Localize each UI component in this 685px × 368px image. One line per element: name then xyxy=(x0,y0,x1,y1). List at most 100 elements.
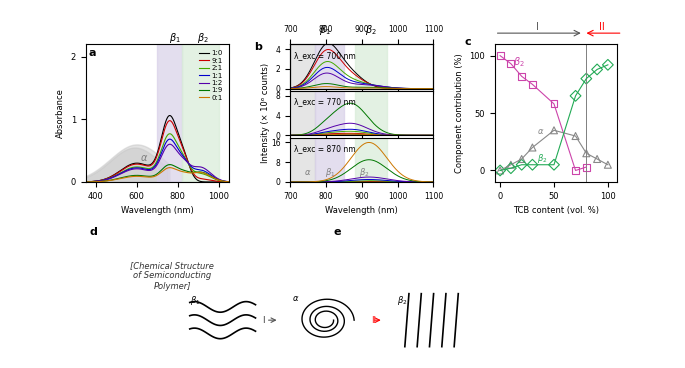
1:9 xyxy=(166,162,175,167)
1:1 xyxy=(166,137,174,141)
1:1 xyxy=(82,180,90,184)
1:1 xyxy=(225,180,233,184)
Text: d: d xyxy=(89,227,97,237)
Bar xyxy=(315,91,344,135)
0:1 xyxy=(190,171,198,175)
2:1 xyxy=(190,169,198,173)
Bar xyxy=(290,91,315,135)
9:1 xyxy=(225,180,233,184)
1:2 xyxy=(107,176,115,180)
1:9 xyxy=(190,170,198,174)
Point xyxy=(570,133,581,139)
1:0 xyxy=(225,180,233,184)
Text: λ_exc = 870 nm: λ_exc = 870 nm xyxy=(295,144,356,153)
Point xyxy=(527,81,538,87)
1:9 xyxy=(82,180,90,184)
Bar xyxy=(355,44,387,89)
Bar xyxy=(290,44,315,89)
0:1 xyxy=(166,166,174,170)
Text: $\alpha$: $\alpha$ xyxy=(292,294,300,302)
Text: [Chemical Structure
of Semiconducting
Polymer]: [Chemical Structure of Semiconducting Po… xyxy=(130,261,214,291)
9:1 xyxy=(166,118,175,123)
Text: $\beta_1$: $\beta_1$ xyxy=(319,23,330,37)
Text: I: I xyxy=(536,22,539,32)
Bar xyxy=(315,44,344,89)
0:1 xyxy=(147,175,155,179)
1:2 xyxy=(225,180,233,184)
Text: $\beta_1$: $\beta_1$ xyxy=(169,31,180,45)
1:2 xyxy=(119,171,127,175)
Point xyxy=(570,93,581,99)
9:1 xyxy=(190,172,198,176)
1:1 xyxy=(177,152,186,156)
1:9 xyxy=(166,162,174,167)
Legend: 1:0, 9:1, 2:1, 1:1, 1:2, 1:9, 0:1: 1:0, 9:1, 2:1, 1:1, 1:2, 1:9, 0:1 xyxy=(196,47,225,103)
Text: e: e xyxy=(334,227,341,237)
2:1 xyxy=(107,176,115,180)
1:0 xyxy=(107,174,115,179)
1:1 xyxy=(166,137,175,141)
Point xyxy=(592,67,603,72)
Line: 1:2: 1:2 xyxy=(86,144,229,182)
1:2 xyxy=(166,142,175,146)
0:1 xyxy=(82,180,90,184)
Bar xyxy=(355,138,387,182)
1:2 xyxy=(177,154,186,159)
X-axis label: TCB content (vol. %): TCB content (vol. %) xyxy=(512,206,599,215)
Line: 2:1: 2:1 xyxy=(86,134,229,182)
Point xyxy=(516,156,527,162)
1:2 xyxy=(147,168,155,173)
Line: 1:1: 1:1 xyxy=(86,139,229,182)
Line: 9:1: 9:1 xyxy=(86,121,229,182)
Bar xyxy=(158,44,182,182)
Bar xyxy=(182,44,219,182)
Bar xyxy=(355,91,387,135)
Point xyxy=(495,167,506,173)
Point xyxy=(549,101,560,107)
1:9 xyxy=(225,180,233,184)
9:1 xyxy=(147,163,155,168)
Point xyxy=(527,145,538,151)
1:1 xyxy=(190,166,198,170)
1:0 xyxy=(190,174,198,178)
Point xyxy=(527,162,538,168)
Point xyxy=(506,162,516,168)
Point xyxy=(581,164,592,170)
Text: $\beta_2$: $\beta_2$ xyxy=(513,55,525,69)
Text: a: a xyxy=(88,48,96,58)
Point xyxy=(602,62,613,68)
1:9 xyxy=(147,174,155,178)
Line: 1:0: 1:0 xyxy=(86,116,229,182)
Text: $\beta_2$: $\beta_2$ xyxy=(359,166,369,179)
Point xyxy=(602,162,613,168)
1:0 xyxy=(166,113,175,118)
Text: $\alpha$: $\alpha$ xyxy=(537,127,545,136)
1:0 xyxy=(119,167,127,171)
1:9 xyxy=(119,175,127,180)
2:1 xyxy=(82,180,90,184)
Text: $\beta_2$: $\beta_2$ xyxy=(364,23,376,37)
Point xyxy=(506,61,516,67)
Point xyxy=(495,167,506,173)
1:1 xyxy=(107,176,115,180)
Point xyxy=(581,150,592,156)
1:2 xyxy=(190,164,198,169)
Text: II: II xyxy=(599,22,605,32)
Bar xyxy=(315,138,344,182)
Point xyxy=(592,156,603,162)
1:0 xyxy=(166,113,174,118)
X-axis label: Wavelength (nm): Wavelength (nm) xyxy=(325,206,398,215)
1:9 xyxy=(177,167,186,171)
2:1 xyxy=(119,170,127,174)
2:1 xyxy=(166,131,174,136)
2:1 xyxy=(147,166,155,171)
Text: $\beta_2$: $\beta_2$ xyxy=(537,152,548,165)
Point xyxy=(516,162,527,168)
Text: $\beta_1$: $\beta_1$ xyxy=(325,166,335,179)
Text: $\alpha$: $\alpha$ xyxy=(305,168,312,177)
Bar xyxy=(290,138,315,182)
2:1 xyxy=(177,149,186,154)
1:2 xyxy=(166,142,174,146)
Text: $\beta_2$: $\beta_2$ xyxy=(397,294,407,307)
Text: I: I xyxy=(262,316,265,325)
